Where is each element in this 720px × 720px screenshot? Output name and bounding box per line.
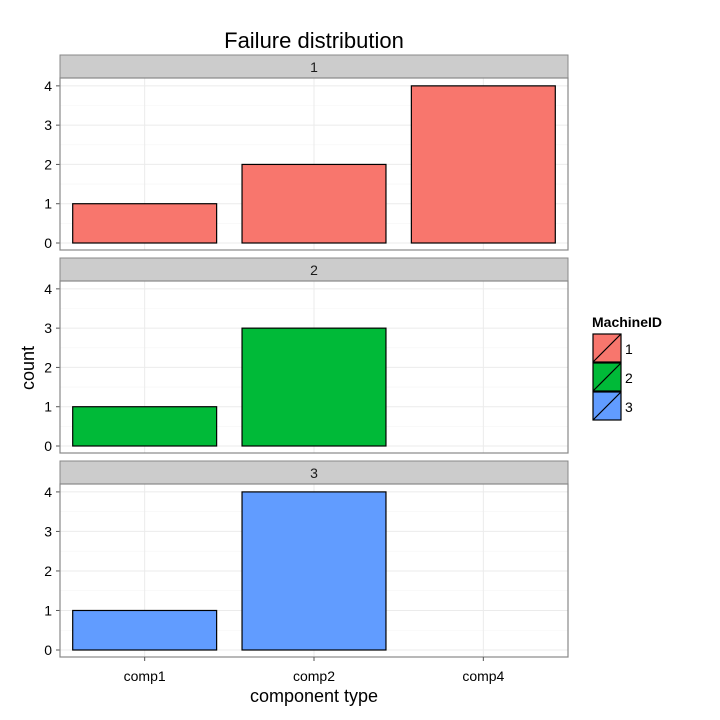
y-tick-label: 3 [44,523,52,539]
facet-panel-1: 1 0 1 2 3 4 [44,54,569,251]
facet-panel-2: 2 0 1 2 3 4 [44,257,569,454]
x-tick-label: comp1 [124,668,166,684]
facet-panel-3: 3 0 1 2 3 4 [44,460,569,658]
x-tick-label: comp4 [462,668,504,684]
facet-strip-label: 1 [310,59,318,75]
x-tick-label: comp2 [293,668,335,684]
bar-1-comp4 [410,85,556,244]
y-tick-label: 1 [44,196,52,212]
y-tick-label: 3 [44,117,52,133]
legend-label: 3 [625,399,633,415]
chart-title: Failure distribution [224,28,404,53]
facet-strip-label: 3 [310,465,318,481]
bar-2-comp2 [241,327,387,447]
y-tick-label: 3 [44,320,52,336]
x-axis-ticks: comp1 comp2 comp4 [124,657,505,684]
x-axis-title: component type [250,686,378,706]
y-tick-label: 4 [44,78,52,94]
y-tick-label: 4 [44,281,52,297]
bar-3-comp2 [241,491,387,651]
facet-strip-label: 2 [310,262,318,278]
bar-2-comp1 [72,406,218,447]
legend-swatch-diagonal [592,333,622,363]
legend-label: 1 [625,341,633,357]
y-tick-label: 2 [44,156,52,172]
legend-label: 2 [625,370,633,386]
facet-panels: 1 0 1 2 3 4 2 0 1 2 3 4 3 0 1 2 3 4 [44,54,569,658]
y-tick-label: 0 [44,235,52,251]
legend: MachineID 1 2 3 [592,314,662,421]
legend-swatch-diagonal [592,362,622,392]
bar-1-comp1 [72,203,218,244]
legend-item-3: 3 [592,391,633,421]
y-tick-label: 2 [44,563,52,579]
y-tick-label: 0 [44,642,52,658]
y-tick-label: 0 [44,438,52,454]
y-tick-label: 1 [44,602,52,618]
y-axis-title: count [18,346,38,390]
legend-title: MachineID [592,314,662,330]
legend-item-1: 1 [592,333,633,363]
y-tick-label: 1 [44,399,52,415]
panel-border [59,280,569,454]
legend-item-2: 2 [592,362,633,392]
legend-swatch-diagonal [592,391,622,421]
bar-3-comp1 [72,609,218,651]
y-tick-label: 4 [44,484,52,500]
panel-border [59,77,569,251]
y-tick-label: 2 [44,359,52,375]
bar-1-comp2 [241,163,387,244]
